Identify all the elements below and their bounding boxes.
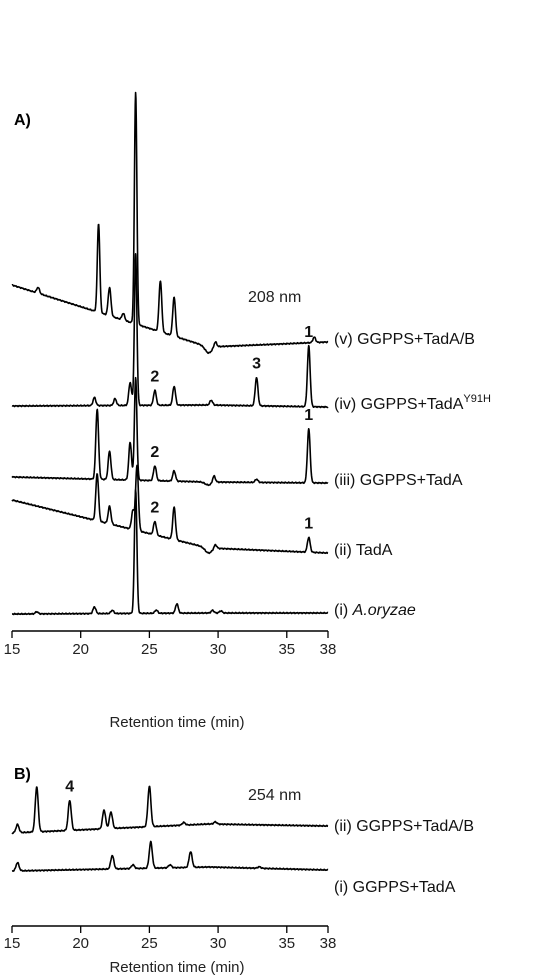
series-label: (ii) TadA (334, 542, 393, 559)
panel-b-x-axis: 15 20 25 30 35 38 (4, 925, 337, 952)
chromatogram-trace (11, 376, 329, 487)
panel-b-label: B) (14, 766, 31, 783)
x-tick-label: 15 (4, 641, 21, 658)
panel-a: A) 208 nm (i) A.oryzae (ii) TadA 2 1 (iii) G… (4, 91, 491, 731)
panel-a-wavelength: 208 nm (248, 289, 301, 306)
series-label: (ii) GGPPS+TadA/B (334, 818, 474, 835)
panel-b-wavelength: 254 nm (248, 787, 301, 804)
chromatogram-trace (11, 840, 329, 872)
x-tick-label: 35 (278, 935, 295, 952)
chromatogram-trace (11, 489, 329, 616)
x-tick-label: 35 (278, 641, 295, 658)
x-tick-label: 20 (72, 935, 89, 952)
peak-label: 2 (150, 444, 159, 461)
chromatogram-trace (11, 464, 329, 555)
peak-label: 3 (252, 355, 261, 372)
peak-label: 4 (65, 778, 74, 795)
series-label: (iii) GGPPS+TadA (334, 472, 463, 489)
panel-b-traces: (i) GGPPS+TadA (ii) GGPPS+TadA/B 4 (11, 778, 474, 896)
peak-label: 1 (304, 407, 313, 424)
panel-a-x-axis: 15 20 25 30 35 38 (4, 630, 337, 658)
series-label: (iv) GGPPS+TadAY91H (334, 393, 491, 413)
chromatogram-trace (11, 91, 329, 355)
panel-a-traces: (i) A.oryzae (ii) TadA 2 1 (iii) GGPPS+TadA 2… (11, 91, 491, 619)
x-tick-label: 20 (72, 641, 89, 658)
panel-a-label: A) (14, 112, 31, 129)
x-tick-label: 38 (320, 935, 337, 952)
chromatogram-trace (11, 253, 329, 409)
peak-label: 2 (150, 368, 159, 385)
series-label: (i) A.oryzae (334, 602, 416, 619)
peak-label: 1 (304, 324, 313, 341)
x-tick-label: 15 (4, 935, 21, 952)
x-tick-label: 25 (141, 935, 158, 952)
peak-label: 2 (150, 499, 159, 516)
series-label: (v) GGPPS+TadA/B (334, 331, 475, 348)
chromatogram-trace (11, 785, 329, 835)
x-tick-label: 38 (320, 641, 337, 658)
x-tick-label: 30 (210, 641, 227, 658)
panel-b-x-axis-label: Retention time (min) (109, 959, 244, 976)
panel-a-x-axis-label: Retention time (min) (109, 714, 244, 731)
series-label: (i) GGPPS+TadA (334, 879, 456, 896)
x-tick-label: 30 (210, 935, 227, 952)
x-tick-label: 25 (141, 641, 158, 658)
peak-label: 1 (304, 515, 313, 532)
panel-b: B) 254 nm (i) GGPPS+TadA (ii) GGPPS+TadA/… (4, 766, 474, 976)
